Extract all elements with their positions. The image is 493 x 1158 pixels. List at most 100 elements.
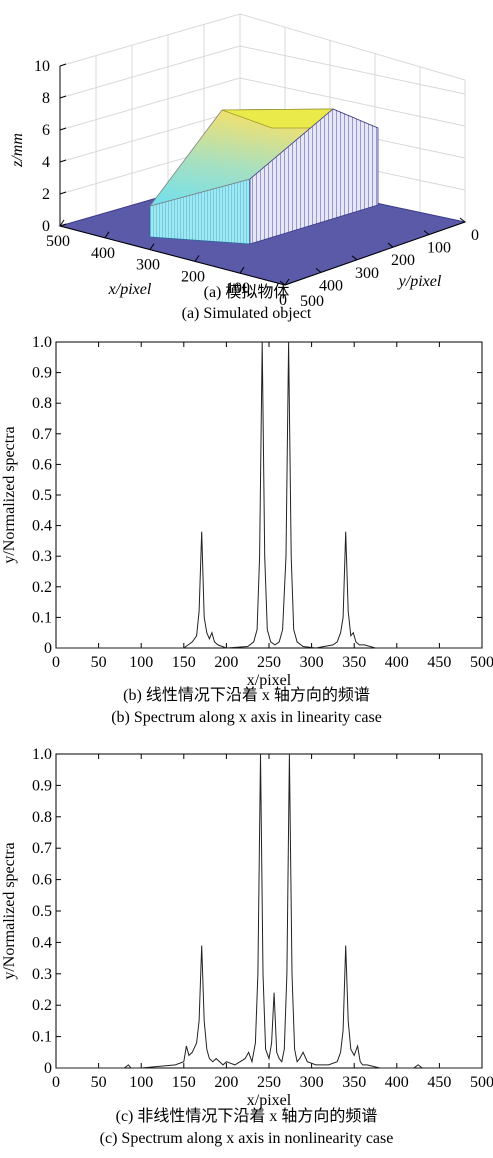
y-tick-label: 0.5 <box>32 487 52 504</box>
x-tick-label: 0 <box>279 292 287 309</box>
y-tick <box>279 280 286 286</box>
y-axis-label: y/pixel <box>397 273 442 290</box>
y-tick-label: 300 <box>355 265 379 282</box>
caption-c-en: (c) Spectrum along x axis in nonlinearit… <box>99 1130 394 1147</box>
z-tick-label: 8 <box>42 90 50 107</box>
z-tick <box>59 159 67 163</box>
y-tick-label: 0.5 <box>32 903 52 920</box>
z-axis: 0 2 4 6 8 10 <box>34 58 67 235</box>
x-tick-label: 500 <box>46 233 70 250</box>
x-tick-label: 250 <box>257 654 281 671</box>
x-tick-label: 200 <box>181 268 205 285</box>
y-tick-label: 1.0 <box>32 746 52 763</box>
y-tick-label: 0.6 <box>32 872 52 889</box>
x-tick-label: 300 <box>300 1074 324 1091</box>
spectrum-chart-linear: 0 0.1 0.2 0.3 0.4 0.5 0.6 0.7 0.8 0.9 1.0 0 50 100 150… <box>1 334 493 689</box>
object-side-face <box>249 108 379 245</box>
x-tick <box>59 219 65 227</box>
x-tick <box>149 243 155 250</box>
y-tick-label: 1.0 <box>32 334 52 351</box>
x-tick-label: 400 <box>91 245 115 262</box>
x-tick-label: 350 <box>342 1074 366 1091</box>
y-tick <box>423 230 430 235</box>
y-tick-label: 200 <box>391 252 415 269</box>
x-tick-label: 500 <box>470 1074 493 1091</box>
y-tick-label: 0.3 <box>32 966 52 983</box>
x-tick-label: 350 <box>342 654 366 671</box>
z-tick <box>59 95 67 99</box>
spectrum-series-line <box>56 753 482 1069</box>
x-tick-label: 0 <box>52 654 60 671</box>
x-tick-label: 100 <box>226 280 250 297</box>
y-tick-label: 400 <box>319 277 343 294</box>
panel-a-simulated-object: 0 2 4 6 8 10 500 400 300 200 100 0 400 300 200 100 0 50… <box>0 0 493 325</box>
x-tick-label: 50 <box>91 1074 107 1091</box>
y-tick-label: 0.4 <box>32 518 52 535</box>
x-tick-label: 300 <box>300 654 324 671</box>
z-tick-label: 0 <box>42 218 50 235</box>
y-tick-label: 0.8 <box>32 809 52 826</box>
spectrum-chart-nonlinear: 0 0.1 0.2 0.3 0.4 0.5 0.6 0.7 0.8 0.9 1.0 0 50 100 150… <box>1 746 493 1109</box>
z-tick <box>59 63 67 67</box>
y-tick-label: 0.1 <box>32 1029 52 1046</box>
y-tick-label: 0.8 <box>32 395 52 412</box>
z-tick-label: 10 <box>34 58 50 75</box>
z-axis-label: z/mm <box>9 133 26 168</box>
x-tick-label: 450 <box>427 1074 451 1091</box>
caption-b-en: (b) Spectrum along x axis in linearity c… <box>111 709 382 726</box>
x-tick-label: 300 <box>136 257 160 274</box>
x-tick-label: 500 <box>470 654 493 671</box>
y-tick-label: 0.3 <box>32 548 52 565</box>
x-tick <box>284 278 290 286</box>
y-tick-label: 0.9 <box>32 777 52 794</box>
x-axis-label: x/pixel <box>108 281 152 298</box>
y-tick-label: 0.7 <box>32 840 52 857</box>
y-tick-label: 0 <box>44 640 52 657</box>
y-axis-label: y/Normalized spectra <box>1 426 18 563</box>
y-axis: 400 300 200 100 0 500 <box>279 217 479 310</box>
x-tick-label: 0 <box>52 1074 60 1091</box>
x-tick-label: 400 <box>385 654 409 671</box>
x-tick-label: 50 <box>91 654 107 671</box>
plot-frame <box>55 753 483 1069</box>
caption-a-en: (a) Simulated object <box>181 305 312 322</box>
x-axis: 500 400 300 200 100 0 <box>46 219 290 309</box>
x-tick-label: 200 <box>214 1074 238 1091</box>
panel-c-nonlinear-spectrum: 0 0.1 0.2 0.3 0.4 0.5 0.6 0.7 0.8 0.9 1.0 0 50 100 150… <box>0 740 493 1158</box>
y-tick <box>351 255 358 261</box>
x-tick <box>104 231 110 239</box>
x-tick-label: 100 <box>129 654 153 671</box>
y-tick-label: 0.7 <box>32 426 52 443</box>
y-tick-label: 0 <box>471 227 479 244</box>
x-tick-label: 150 <box>172 654 196 671</box>
x-tick-label: 250 <box>257 1074 281 1091</box>
x-tick-label: 450 <box>427 654 451 671</box>
y-tick-label: 0.2 <box>32 997 52 1014</box>
z-tick <box>59 191 67 195</box>
y-tick <box>387 242 394 248</box>
caption-c-cn: (c) 非线性情况下沿着 x 轴方向的频谱 <box>115 1108 378 1125</box>
y-tick <box>459 217 466 223</box>
z-tick-label: 6 <box>42 122 50 139</box>
x-tick-label: 400 <box>385 1074 409 1091</box>
x-tick-label: 200 <box>214 654 238 671</box>
y-tick <box>315 268 322 273</box>
x-axis-label: x/pixel <box>247 672 292 689</box>
y-tick-label: 0 <box>44 1060 52 1077</box>
caption-a-cn: (a) 模拟物体 <box>203 284 290 301</box>
plot-frame <box>55 341 483 649</box>
z-tick <box>59 223 67 227</box>
y-tick-label: 500 <box>300 293 324 310</box>
z-tick-label: 4 <box>42 154 50 171</box>
y-axis-label: y/Normalized spectra <box>1 842 18 979</box>
spectrum-series-line <box>56 341 482 649</box>
x-tick <box>194 255 200 262</box>
panel-b-linear-spectrum: 0 0.1 0.2 0.3 0.4 0.5 0.6 0.7 0.8 0.9 1.0 0 50 100 150… <box>0 325 493 740</box>
y-tick-label: 0.6 <box>32 456 52 473</box>
x-axis-label: x/pixel <box>247 1092 292 1109</box>
x-tick <box>239 266 245 274</box>
y-tick-label: 0.4 <box>32 934 52 951</box>
z-tick <box>59 127 67 131</box>
x-tick-label: 150 <box>172 1074 196 1091</box>
